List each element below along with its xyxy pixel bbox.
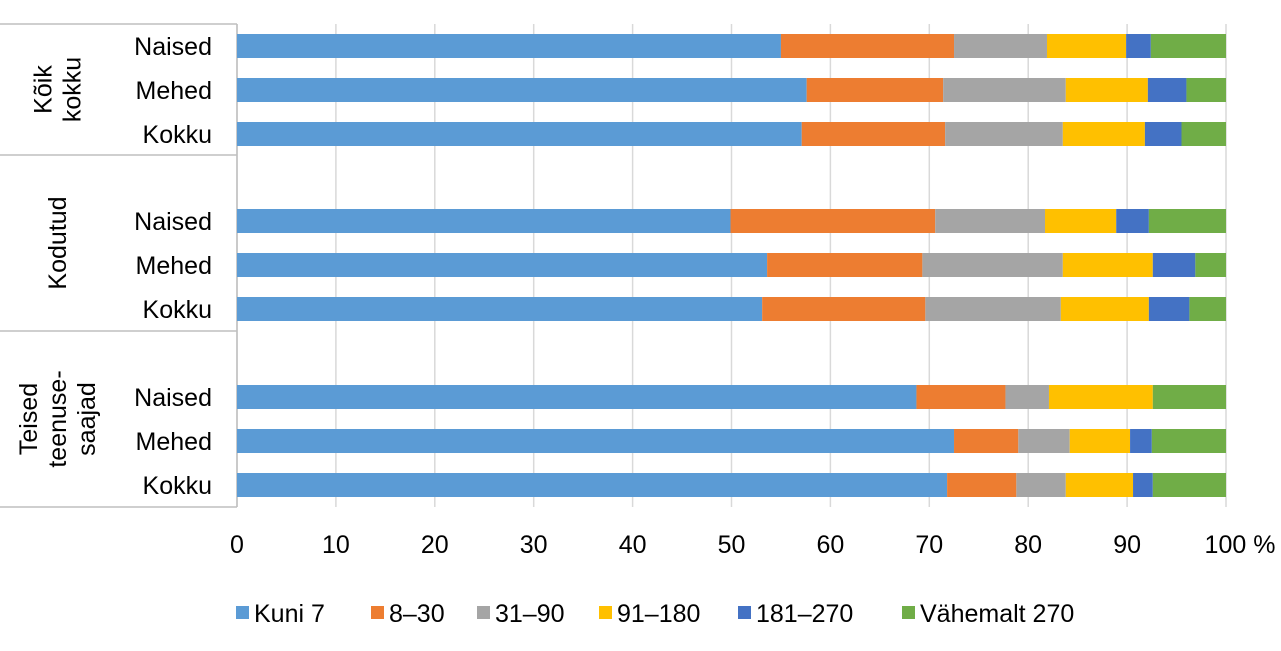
- bar-segment: [1152, 253, 1196, 277]
- bar-segment: [1151, 429, 1226, 453]
- bar-segment: [954, 429, 1019, 453]
- bar-segment: [943, 78, 1066, 102]
- legend-swatch: [371, 606, 384, 619]
- bar-segment: [237, 78, 807, 102]
- bar-segment: [762, 297, 926, 321]
- x-axis-tick-labels: 0 10 20 30 40 50 60 70 80 90 100 %: [230, 531, 1275, 559]
- bar-segment: [1046, 34, 1127, 58]
- bar-segment: [1048, 385, 1153, 409]
- legend-swatch: [236, 606, 249, 619]
- bar-segment: [1133, 473, 1153, 497]
- bar-segment: [1116, 209, 1149, 233]
- bar-segment: [1062, 122, 1145, 146]
- bar-segment: [1005, 385, 1049, 409]
- bar-segment: [1062, 253, 1153, 277]
- bar-segment: [237, 122, 802, 146]
- legend-label: 181–270: [756, 600, 853, 628]
- bar-segment: [730, 209, 936, 233]
- bars: [237, 34, 1226, 497]
- bar-segment: [925, 297, 1061, 321]
- bar-segment: [922, 253, 1063, 277]
- bar-segment: [916, 385, 1006, 409]
- group-label: Kõikkokku: [30, 57, 87, 122]
- category-label: Mehed: [136, 252, 212, 280]
- x-tick-label: 0: [230, 531, 244, 559]
- x-tick-label: 50: [718, 531, 746, 559]
- bar-segment: [801, 122, 946, 146]
- x-tick-label: 20: [421, 531, 449, 559]
- x-tick-label: 100 %: [1205, 531, 1276, 559]
- legend-swatch: [599, 606, 612, 619]
- bar-segment: [1189, 297, 1226, 321]
- category-label: Naised: [134, 384, 212, 412]
- bar-segment: [954, 34, 1047, 58]
- x-tick-label: 70: [915, 531, 943, 559]
- bar-segment: [806, 78, 944, 102]
- bar-segment: [237, 429, 955, 453]
- category-label: Kokku: [143, 121, 212, 149]
- x-tick-label: 10: [322, 531, 350, 559]
- bar-segment: [1045, 209, 1117, 233]
- x-tick-label: 90: [1113, 531, 1141, 559]
- bar-segment: [780, 34, 955, 58]
- group-labels: Kõikkokku Kodutud Teisedteenuse-saajad: [15, 57, 101, 468]
- legend-label: Vähemalt 270: [920, 600, 1074, 628]
- bar-segment: [767, 253, 923, 277]
- group-label: Teisedteenuse-saajad: [15, 370, 101, 467]
- bar-segment: [935, 209, 1046, 233]
- bar-segment: [1144, 122, 1182, 146]
- bar-segment: [1186, 78, 1226, 102]
- bar-segment: [237, 209, 731, 233]
- bar-segment: [947, 473, 1017, 497]
- bar-segment: [1065, 78, 1148, 102]
- bar-segment: [1152, 385, 1226, 409]
- legend-label: 8–30: [389, 600, 445, 628]
- bar-segment: [1065, 473, 1134, 497]
- category-label: Naised: [134, 33, 212, 61]
- bar-segment: [1018, 429, 1070, 453]
- bar-segment: [237, 253, 768, 277]
- x-tick-label: 30: [520, 531, 548, 559]
- x-tick-label: 40: [619, 531, 647, 559]
- bar-segment: [237, 297, 763, 321]
- bar-segment: [1147, 78, 1187, 102]
- bar-segment: [1148, 297, 1190, 321]
- bar-segment: [1126, 34, 1151, 58]
- bar-segment: [237, 473, 948, 497]
- bar-segment: [1150, 34, 1226, 58]
- legend-swatch: [477, 606, 490, 619]
- category-labels: Naised Mehed Kokku Naised Mehed Kokku Naised Me…: [134, 33, 212, 500]
- legend: Kuni 7 8–30 31–90 91–180 181–270 Vähemalt 270: [236, 600, 1074, 628]
- legend-label: 91–180: [617, 600, 700, 628]
- x-tick-label: 80: [1014, 531, 1042, 559]
- category-label: Mehed: [136, 428, 212, 456]
- category-label: Kokku: [143, 296, 212, 324]
- bar-segment: [1016, 473, 1066, 497]
- bar-segment: [1130, 429, 1152, 453]
- bar-segment: [1181, 122, 1226, 146]
- bar-segment: [237, 34, 781, 58]
- bar-segment: [1060, 297, 1149, 321]
- category-label: Naised: [134, 208, 212, 236]
- x-tick-label: 60: [816, 531, 844, 559]
- bar-segment: [237, 385, 917, 409]
- bar-segment: [1152, 473, 1226, 497]
- group-label: Kodutud: [44, 196, 72, 289]
- bar-segment: [1195, 253, 1226, 277]
- category-label: Kokku: [143, 472, 212, 500]
- bar-segment: [1069, 429, 1131, 453]
- bar-segment: [945, 122, 1063, 146]
- legend-swatch: [902, 606, 915, 619]
- category-label: Mehed: [136, 77, 212, 105]
- legend-label: Kuni 7: [254, 600, 325, 628]
- legend-label: 31–90: [495, 600, 565, 628]
- legend-swatch: [738, 606, 751, 619]
- bar-segment: [1148, 209, 1226, 233]
